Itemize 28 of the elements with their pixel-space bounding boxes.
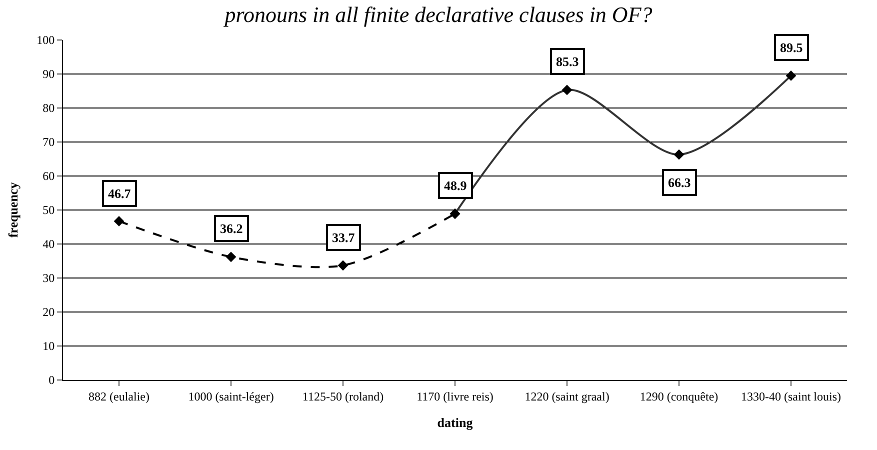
y-axis-title: frequency bbox=[6, 182, 21, 238]
y-tick-label: 40 bbox=[42, 237, 55, 252]
y-tick-label: 80 bbox=[42, 101, 55, 116]
y-tick-label: 70 bbox=[42, 135, 55, 150]
data-label: 36.2 bbox=[220, 221, 243, 236]
y-tick-label: 100 bbox=[36, 33, 55, 48]
y-tick-label: 30 bbox=[42, 271, 55, 286]
chart-title: pronouns in all finite declarative clauses in OF? bbox=[222, 2, 652, 28]
y-tick-label: 0 bbox=[48, 373, 55, 388]
x-tick-label: 1330-40 (saint louis) bbox=[741, 389, 841, 404]
x-tick-label: 1125-50 (roland) bbox=[302, 389, 384, 404]
data-label: 89.5 bbox=[780, 40, 804, 55]
x-tick-label: 1170 (livre reis) bbox=[416, 389, 494, 404]
data-label: 48.9 bbox=[444, 178, 468, 193]
y-tick-label: 10 bbox=[42, 339, 55, 354]
x-axis-title: dating bbox=[437, 415, 474, 430]
y-tick-label: 60 bbox=[42, 169, 55, 184]
data-label: 66.3 bbox=[668, 175, 692, 190]
data-label: 46.7 bbox=[108, 186, 132, 201]
x-tick-label: 1290 (conquête) bbox=[640, 389, 718, 404]
data-label: 33.7 bbox=[332, 230, 356, 245]
x-tick-label: 1220 (saint graal) bbox=[524, 389, 610, 404]
x-tick-label: 882 (eulalie) bbox=[88, 389, 150, 404]
y-tick-label: 90 bbox=[42, 67, 55, 82]
x-tick-label: 1000 (saint-léger) bbox=[188, 389, 274, 404]
data-label: 85.3 bbox=[556, 54, 580, 69]
y-tick-label: 20 bbox=[42, 305, 55, 320]
y-tick-label: 50 bbox=[42, 203, 55, 218]
